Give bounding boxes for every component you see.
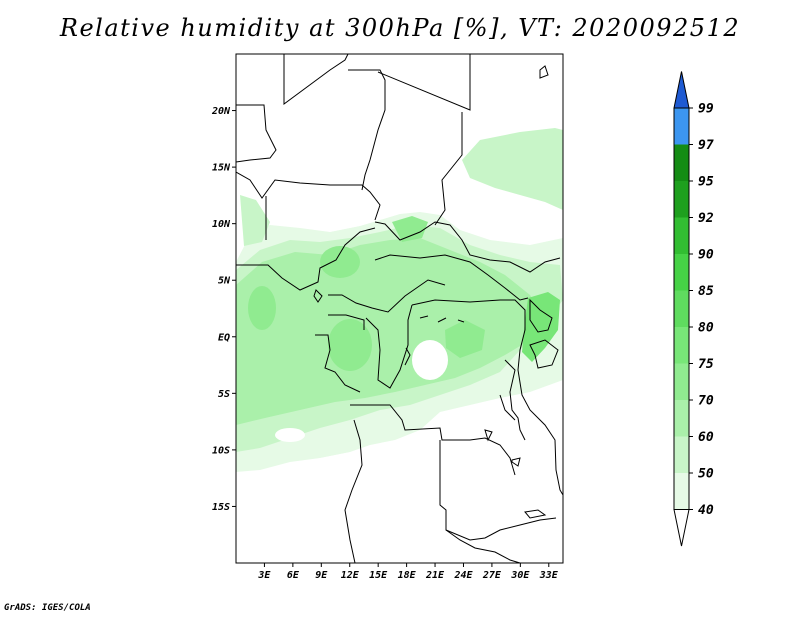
humidity-blob-west <box>248 286 276 330</box>
colorbar-label: 50 <box>698 467 714 482</box>
border-line <box>411 299 563 496</box>
border-line <box>328 279 446 313</box>
border-line <box>348 69 386 191</box>
colorbar-low-end <box>673 509 690 547</box>
border-line <box>350 404 516 476</box>
humidity-blob-cameroon <box>320 246 360 278</box>
colorbar-segment <box>674 144 689 181</box>
lat-tick-label: 20N <box>211 106 231 117</box>
border-line <box>419 315 465 323</box>
lat-tick-label: 15S <box>212 502 230 513</box>
humidity-area-chad <box>392 216 428 242</box>
humidity-area-congo <box>445 320 485 358</box>
colorbar-label: 70 <box>698 394 714 409</box>
colorbar-segment <box>674 217 689 254</box>
colorbar-segment <box>674 473 689 510</box>
colorbar-segment <box>674 400 689 437</box>
lat-tick-label: 5N <box>218 276 231 287</box>
colorbar-high-end <box>673 71 690 109</box>
humidity-area-nw <box>240 195 270 246</box>
colorbar-outline <box>673 107 690 510</box>
colorbar-segment <box>674 254 689 291</box>
humidity-blob-gabon <box>328 319 372 371</box>
colorbar-segment <box>674 290 689 327</box>
lon-tick-label: 27E <box>482 570 502 581</box>
border-line <box>236 227 376 291</box>
border-line <box>328 314 365 330</box>
border-line <box>404 347 411 366</box>
colorbar-label: 85 <box>698 284 714 299</box>
colorbar-segment <box>674 108 689 145</box>
border-line <box>365 304 413 389</box>
border-line <box>484 429 493 442</box>
border-line <box>445 529 521 563</box>
border-line <box>434 112 463 226</box>
lon-tick-label: 33E <box>539 570 559 581</box>
border-line <box>315 334 361 393</box>
lat-tick-label: 10S <box>212 445 230 456</box>
humidity-gap-congo <box>412 340 448 380</box>
colorbar-label: 40 <box>698 503 714 518</box>
lon-tick-label: 21E <box>425 570 445 581</box>
border-line <box>344 419 363 563</box>
colorbar: 40 50 60 70 75 80 85 90 92 95 97 99 <box>673 71 714 547</box>
humidity-area-ne <box>462 128 563 210</box>
humidity-shading <box>236 128 563 472</box>
border-line <box>529 298 553 333</box>
colorbar-label: 75 <box>698 357 714 372</box>
longitude-axis: 3E 6E 9E 12E 15E 18E 21E 24E 27E 30E 33E <box>257 563 559 581</box>
lat-tick-label: 15N <box>212 163 231 174</box>
colorbar-label: 60 <box>698 430 714 445</box>
lat-tick-label: 10N <box>212 219 231 230</box>
latitude-axis: 20N 15N 10N 5N EQ 5S 10S 15S <box>211 106 236 513</box>
border-line <box>504 359 526 441</box>
border-line <box>529 339 559 369</box>
humidity-area-high <box>236 238 545 425</box>
border-line <box>524 509 547 519</box>
border-line <box>439 440 557 541</box>
border-line <box>313 289 323 303</box>
lat-tick-label: EQ <box>218 332 230 343</box>
lon-tick-label: 9E <box>315 570 328 581</box>
colorbar-segment <box>674 436 689 473</box>
lon-tick-label: 30E <box>510 570 530 581</box>
colorbar-label: 97 <box>698 138 714 153</box>
border-line <box>511 457 521 467</box>
lon-tick-label: 24E <box>453 570 473 581</box>
border-line <box>539 65 549 79</box>
colorbar-label: 95 <box>698 175 714 190</box>
colorbar-segment <box>674 327 689 364</box>
country-borders <box>236 54 563 563</box>
border-line <box>236 171 381 221</box>
colorbar-label: 99 <box>698 102 714 117</box>
map-title: Relative humidity at 300hPa [%], VT: 202… <box>59 14 741 42</box>
colorbar-label: 90 <box>698 248 714 263</box>
colorbar-label: 80 <box>698 321 714 336</box>
lat-tick-label: 5S <box>218 389 230 400</box>
colorbar-label: 92 <box>698 211 714 226</box>
lon-tick-label: 3E <box>257 570 271 581</box>
grads-credit: GrADS: IGES/COLA <box>4 603 91 613</box>
border-line <box>283 54 349 105</box>
plot-frame <box>235 53 564 564</box>
lon-tick-label: 6E <box>287 570 300 581</box>
border-line <box>377 54 471 111</box>
colorbar-segment <box>674 363 689 400</box>
border-line <box>374 254 529 301</box>
colorbar-segment <box>674 181 689 218</box>
lon-tick-label: 18E <box>398 570 417 581</box>
border-line <box>499 394 516 421</box>
lon-tick-label: 15E <box>369 570 388 581</box>
humidity-gap-west <box>275 428 305 442</box>
lon-tick-label: 12E <box>341 570 360 581</box>
border-line <box>374 221 561 273</box>
border-line <box>236 104 277 163</box>
